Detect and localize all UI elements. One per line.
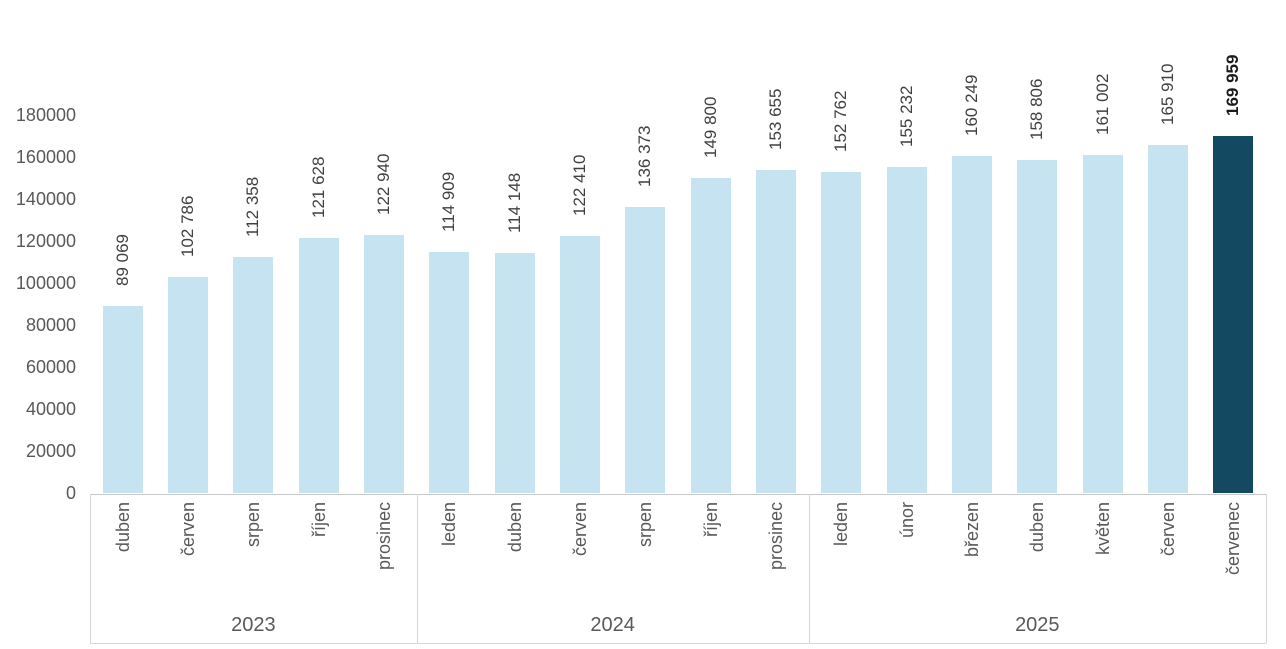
bar-value-label: 114 148 (504, 173, 524, 234)
bar (821, 172, 862, 493)
y-axis-tick-label: 20000 (25, 441, 76, 461)
bar-value-label: 169 959 (1223, 54, 1243, 117)
y-axis-tick-label: 0 (65, 483, 76, 503)
bar (429, 251, 470, 493)
category-separator-line (1266, 494, 1267, 643)
bar (560, 235, 600, 493)
bar (1017, 159, 1058, 493)
bar-value-label: 155 232 (896, 85, 916, 147)
bar (494, 253, 535, 493)
bar-value-label: 161 002 (1092, 73, 1112, 135)
x-axis-year-label: 2023 (231, 614, 276, 636)
bar-value-label: 165 910 (1158, 63, 1177, 125)
y-axis-tick-label: 140000 (15, 189, 76, 209)
bar-value-label: 152 762 (831, 90, 851, 153)
bar (364, 234, 404, 493)
bar-value-label: 121 628 (308, 156, 328, 218)
y-axis-tick-label: 40000 (25, 399, 76, 419)
bar (1148, 144, 1188, 493)
x-axis-year-label: 2024 (590, 614, 635, 636)
bar (690, 178, 731, 493)
y-axis-tick-label: 180000 (15, 105, 76, 125)
y-axis-tick-label: 160000 (15, 147, 76, 167)
frame-border-bottom (90, 643, 1266, 644)
bar (886, 167, 927, 493)
x-axis-line (90, 494, 1266, 495)
bar-value-label: 102 786 (178, 195, 197, 258)
bar-value-label: 122 940 (374, 153, 393, 215)
y-axis-tick-label: 120000 (15, 231, 76, 251)
category-separator-line (808, 494, 810, 643)
bar-value-label: 158 806 (1027, 78, 1047, 140)
bar-value-label: 114 909 (439, 171, 459, 232)
bar-highlighted (1213, 136, 1254, 493)
category-separator-line (90, 494, 91, 643)
bar (625, 206, 666, 493)
y-axis-tick-label: 60000 (25, 357, 76, 377)
bar (102, 305, 143, 493)
bar-value-label: 136 373 (635, 125, 655, 187)
bar (1082, 154, 1123, 493)
bar-value-label: 160 249 (962, 75, 981, 137)
category-separator-line (416, 494, 418, 643)
bar-value-label: 122 410 (570, 154, 589, 216)
bar (168, 277, 208, 493)
y-axis-tick-label: 100000 (15, 273, 76, 293)
x-axis-year-label: 2025 (1015, 614, 1060, 636)
bar-value-label: 149 800 (700, 96, 720, 159)
bar (298, 237, 339, 493)
y-axis-tick-label: 80000 (25, 315, 76, 335)
bar (233, 257, 274, 493)
bar (952, 156, 992, 493)
bar-value-label: 153 655 (766, 88, 785, 151)
bar-value-label: 89 069 (112, 233, 132, 286)
bar (756, 170, 796, 493)
bar-value-label: 112 358 (243, 176, 263, 238)
